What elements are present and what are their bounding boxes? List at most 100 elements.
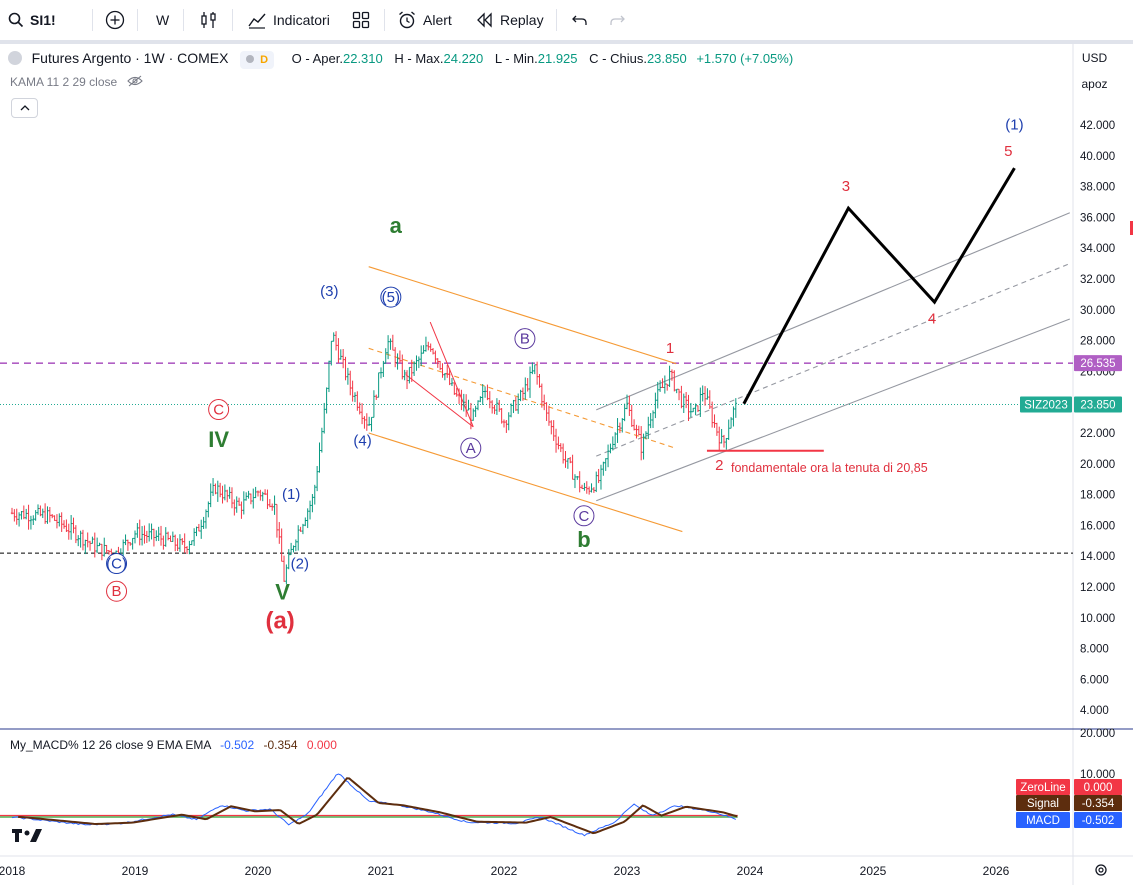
high-label: H - Max. <box>394 51 444 66</box>
macd-legend-tag: ZeroLine <box>1020 782 1065 794</box>
ohlc-low: L - Min.21.925 <box>495 51 578 66</box>
indicators-button[interactable]: Indicatori <box>247 0 330 40</box>
change-value: +1.570 (+7.05%) <box>696 51 794 66</box>
year-tick-label: 2020 <box>245 864 272 878</box>
main-legend: Futures Argento · 1W · COMEX D O - Aper.… <box>8 50 793 69</box>
replay-label: Replay <box>500 12 544 28</box>
channel-grey-upper <box>596 212 1071 411</box>
channel-grey-mid <box>596 263 1071 457</box>
interval-label: W <box>156 12 170 28</box>
zeroline-value: 0.000 <box>306 738 337 752</box>
macd-label: My_MACD% 12 26 close 9 EMA EMA <box>10 738 211 752</box>
wave-label: a <box>390 213 403 238</box>
symbol-search-button[interactable]: SI1! <box>8 0 56 40</box>
price-scale-ticks[interactable]: 42.000 40.000 38.000 36.000 34.000 32.000 30.0… <box>1080 120 1115 781</box>
macd-tick-label: 20.000 <box>1080 728 1115 740</box>
macd-legend[interactable]: My_MACD% 12 26 close 9 EMA EMA -0.502 -0… <box>10 738 337 752</box>
correction-line <box>429 321 474 428</box>
price-tick-label: 38.000 <box>1080 182 1115 194</box>
interval-button[interactable]: W <box>156 0 169 40</box>
channel-orange-upper <box>368 266 677 365</box>
scale-mode-button[interactable]: apoz <box>1076 74 1113 96</box>
time-scale-ticks[interactable]: 2018 2019 2020 2021 2022 2023 2024 2025 2026 <box>0 864 1010 878</box>
open-value: 22.310 <box>342 51 383 66</box>
year-tick-label: 2019 <box>122 864 149 878</box>
toolbar-divider <box>183 9 184 31</box>
settings-gear-icon[interactable] <box>1095 864 1107 876</box>
support-note: fondamentale ora la tenuta di 20,85 <box>731 461 928 475</box>
macd-value-tag: 0.000 <box>1084 782 1113 794</box>
currency-button[interactable]: USD <box>1076 48 1113 70</box>
price-tick-label: 28.000 <box>1080 336 1115 348</box>
search-icon <box>8 12 24 28</box>
close-label: C - Chius. <box>589 51 647 66</box>
price-chart[interactable]: (3) (5)(4)(1)(2)(C)BCIVV(a)aBACb12345(1) … <box>0 44 1133 885</box>
price-tick-label: 16.000 <box>1080 520 1115 532</box>
redo-button[interactable] <box>608 0 626 40</box>
alert-button[interactable]: Alert <box>397 0 452 40</box>
wave-label-circle <box>208 399 230 421</box>
channel-orange-lower <box>368 432 683 533</box>
market-status-badge[interactable]: D <box>240 51 275 69</box>
last-price-tag-bg <box>1074 396 1122 413</box>
price-tick-label: 30.000 <box>1080 305 1115 317</box>
tradingview-logo <box>12 829 42 842</box>
price-tick-label: 22.000 <box>1080 428 1115 440</box>
price-tick-label: 10.000 <box>1080 613 1115 625</box>
wave-label: C <box>579 508 590 525</box>
wave-labels: (3) (5) (4) (1) (2) (C) B C IV V (a) a B A Cb 1 2 3 4 5 (1) <box>106 117 1024 635</box>
plus-circle-icon <box>105 10 125 30</box>
wave-label: (1) <box>282 486 300 503</box>
wave-label: C <box>213 402 224 419</box>
wave-label: 2 <box>715 457 723 474</box>
wave-label-circle <box>573 505 595 527</box>
wave-label: 5 <box>1004 143 1012 160</box>
price-tick-label: 4.000 <box>1080 705 1109 717</box>
wave-label: B <box>112 583 122 600</box>
high-value: 24.220 <box>443 51 484 66</box>
ohlc-high: H - Max.24.220 <box>394 51 483 66</box>
undo-icon <box>572 15 587 25</box>
undo-button[interactable] <box>571 0 589 40</box>
replay-button[interactable]: Replay <box>476 0 544 40</box>
layouts-button[interactable] <box>352 0 370 40</box>
macd-line <box>11 773 737 837</box>
kama-legend[interactable]: KAMA 11 2 29 close <box>10 75 143 89</box>
symbol-tag: SIZ2023 <box>1024 400 1067 412</box>
macd-legend-tag-bg <box>1016 812 1070 828</box>
wave-label: (5) <box>382 289 400 306</box>
last-price-tag: 23.850 <box>1080 400 1115 412</box>
macd-tick-label: 10.000 <box>1080 769 1115 781</box>
rewind-icon <box>477 12 492 28</box>
macd-legend-tag-bg <box>1016 779 1070 795</box>
chart-type-button[interactable] <box>199 0 219 40</box>
year-tick-label: 2021 <box>368 864 395 878</box>
candles-icon <box>201 12 216 28</box>
wave-label-circle <box>460 437 482 459</box>
eye-hidden-icon[interactable] <box>126 75 143 87</box>
macd-legend-tag: MACD <box>1026 815 1060 827</box>
grid-icon <box>352 11 370 29</box>
year-tick-label: 2025 <box>860 864 887 878</box>
macd-value-tag-bg <box>1074 779 1122 795</box>
price-tick-label: 20.000 <box>1080 459 1115 471</box>
year-tick-label: 2024 <box>737 864 764 878</box>
correction-line <box>405 374 474 428</box>
price-tick-label: 12.000 <box>1080 582 1115 594</box>
level-price-tag: 26.535 <box>1080 358 1115 370</box>
collapse-legend-button[interactable] <box>11 98 38 118</box>
legend-title[interactable]: Futures Argento · 1W · COMEX <box>31 50 229 66</box>
wave-label: (4) <box>353 432 371 449</box>
wave-label: V <box>275 579 290 604</box>
price-tick-label: 34.000 <box>1080 243 1115 255</box>
wave-label: b <box>577 527 590 552</box>
market-badge-letter: D <box>260 54 269 66</box>
macd-value-tag: -0.354 <box>1082 798 1115 810</box>
toolbar-divider <box>92 9 93 31</box>
macd-value-tag-bg <box>1074 812 1122 828</box>
wave-label-circle <box>106 580 128 602</box>
projection-path <box>742 167 1016 405</box>
compare-button[interactable] <box>105 0 125 40</box>
low-label: L - Min. <box>494 51 538 66</box>
